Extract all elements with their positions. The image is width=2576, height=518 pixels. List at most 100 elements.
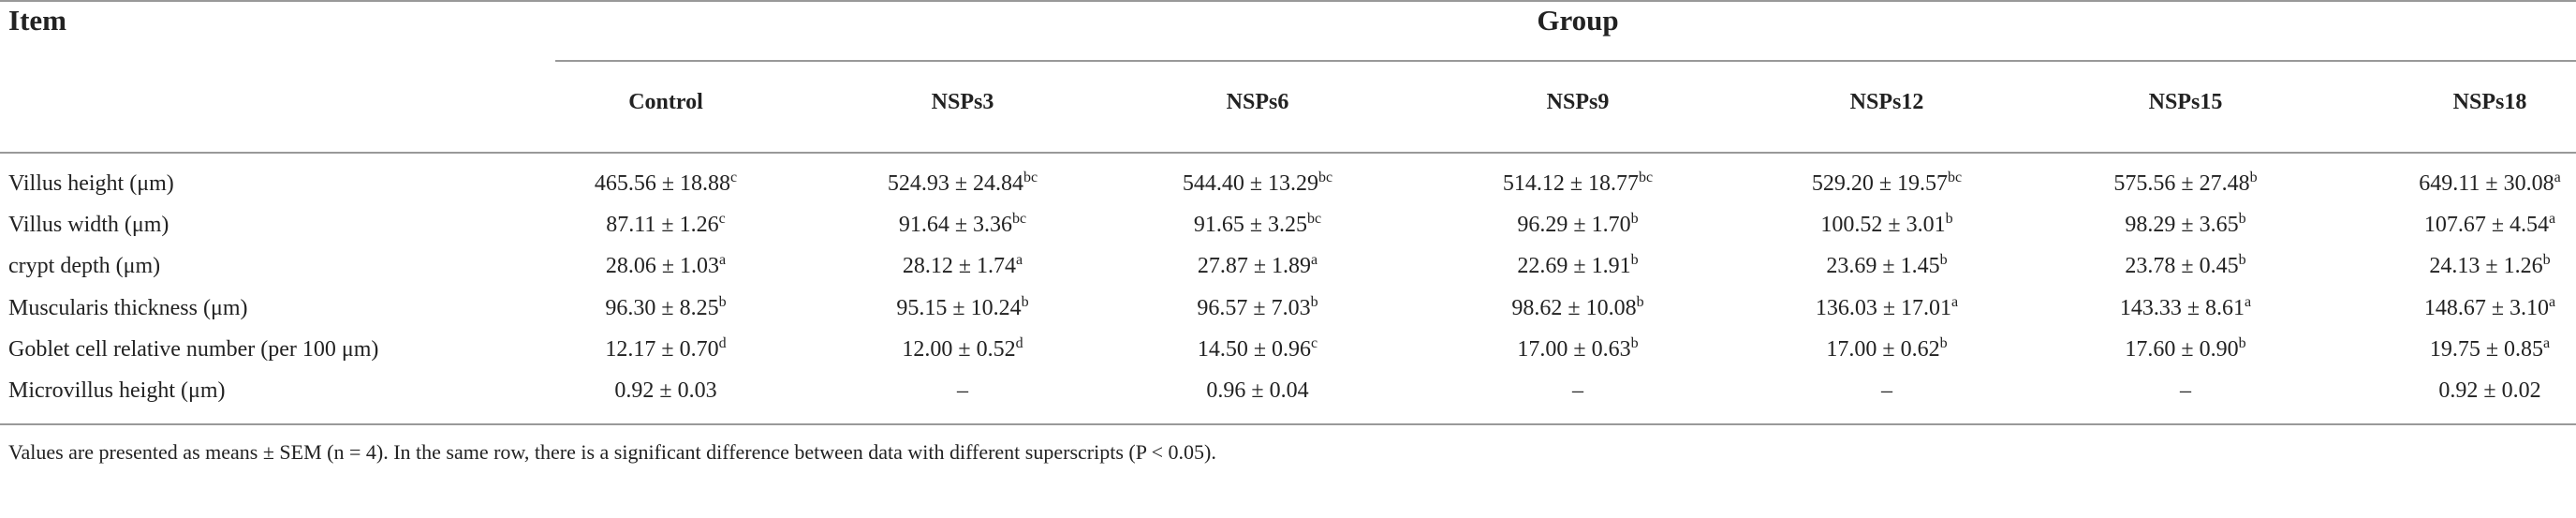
cell-superscript: b	[1939, 252, 1948, 268]
cell-superscript: a	[2549, 294, 2556, 310]
cell-superscript: d	[1015, 335, 1023, 351]
cell: 27.87 ± 1.89a	[1197, 252, 1318, 279]
cell-superscript: a	[1016, 252, 1023, 268]
cell-superscript: bc	[1012, 211, 1027, 227]
cell-value: –	[957, 378, 968, 403]
cell-value: 27.87 ± 1.89	[1197, 254, 1312, 278]
cell-superscript: b	[1630, 252, 1639, 268]
row-label: Goblet cell relative number (per 100 μm)	[8, 337, 379, 362]
cell-superscript: c	[1311, 335, 1318, 351]
cell-value: 100.52 ± 3.01	[1820, 213, 1946, 237]
cell-superscript: b	[1310, 294, 1318, 310]
cell-value: 91.64 ± 3.36	[898, 213, 1013, 237]
cell-value: 12.17 ± 0.70	[605, 337, 719, 362]
cell-value: 529.20 ± 19.57	[1811, 171, 1949, 196]
cell-value: 22.69 ± 1.91	[1517, 254, 1631, 278]
header-rule	[0, 152, 2576, 154]
cell-superscript: b	[1630, 335, 1639, 351]
cell-superscript: a	[1311, 252, 1318, 268]
cell: 22.69 ± 1.91b	[1517, 252, 1639, 279]
cell: 575.56 ± 27.48b	[2113, 170, 2258, 197]
cell-superscript: a	[719, 252, 727, 268]
cell-superscript: b	[718, 294, 727, 310]
cell-value: 23.69 ± 1.45	[1826, 254, 1940, 278]
cell: 96.29 ± 1.70b	[1517, 212, 1638, 238]
item-header: Item	[8, 4, 66, 37]
column-header: NSPs6	[1226, 90, 1289, 114]
cell-superscript: b	[2238, 211, 2246, 227]
cell: 465.56 ± 18.88c	[594, 170, 738, 197]
cell-superscript: bc	[1023, 170, 1038, 185]
cell-value: 87.11 ± 1.26	[606, 213, 719, 237]
cell-superscript: bc	[1948, 170, 1963, 185]
cell-value: 96.57 ± 7.03	[1197, 296, 1311, 320]
cell: 136.03 ± 17.01a	[1816, 294, 1959, 321]
row-label: Villus width (μm)	[8, 213, 169, 237]
cell: 17.00 ± 0.63b	[1517, 335, 1639, 363]
row-label: crypt depth (μm)	[8, 254, 161, 278]
cell-superscript: a	[2543, 335, 2551, 351]
cell: 24.13 ± 1.26b	[2429, 253, 2550, 279]
cell-value: 91.65 ± 3.25	[1193, 213, 1308, 237]
cell-superscript: b	[1939, 335, 1948, 351]
cell: 0.92 ± 0.02	[2438, 378, 2540, 404]
cell-value: –	[1572, 378, 1583, 403]
cell-superscript: b	[2238, 252, 2246, 268]
cell-value: –	[2180, 378, 2191, 403]
cell-value: 24.13 ± 1.26	[2429, 254, 2543, 278]
cell: –	[2180, 378, 2191, 404]
cell-value: 465.56 ± 18.88	[594, 171, 731, 196]
cell: 0.92 ± 0.03	[614, 378, 716, 404]
column-header: NSPs12	[1849, 90, 1924, 114]
cell: 143.33 ± 8.61a	[2120, 294, 2252, 321]
column-header: NSPs9	[1546, 90, 1610, 114]
cell-value: 28.12 ± 1.74	[902, 254, 1017, 278]
cell: 87.11 ± 1.26c	[606, 212, 725, 238]
cell: 23.69 ± 1.45b	[1826, 252, 1948, 279]
cell: 98.62 ± 10.08b	[1511, 295, 1643, 321]
cell-value: –	[1881, 378, 1892, 403]
cell-value: 575.56 ± 27.48	[2113, 171, 2250, 196]
footnote: Values are presented as means ± SEM (n =…	[8, 440, 1216, 464]
cell-superscript: b	[1021, 294, 1029, 310]
cell-value: 12.00 ± 0.52	[902, 337, 1016, 362]
cell: 100.52 ± 3.01b	[1820, 211, 1953, 238]
cell-superscript: b	[1945, 211, 1953, 227]
cell-superscript: a	[2245, 294, 2252, 310]
cell: 0.96 ± 0.04	[1206, 378, 1308, 404]
cell-superscript: a	[1951, 294, 1959, 310]
cell-value: 514.12 ± 18.77	[1502, 171, 1640, 196]
cell-value: 0.92 ± 0.02	[2438, 378, 2541, 403]
cell: 28.06 ± 1.03a	[605, 252, 727, 279]
cell-value: 0.96 ± 0.04	[1206, 378, 1309, 403]
cell-superscript: bc	[1639, 170, 1654, 185]
cell-value: 107.67 ± 4.54	[2423, 213, 2550, 237]
cell: 107.67 ± 4.54a	[2423, 212, 2555, 238]
group-header: Group	[1537, 4, 1619, 37]
cell-value: 17.60 ± 0.90	[2125, 337, 2239, 362]
cell: 96.30 ± 8.25b	[605, 294, 727, 321]
column-header: NSPs15	[2148, 90, 2223, 114]
cell: 649.11 ± 30.08a	[2419, 170, 2560, 197]
cell: 98.29 ± 3.65b	[2125, 211, 2246, 238]
cell: 12.00 ± 0.52d	[902, 335, 1023, 363]
cell-value: 544.40 ± 13.29	[1182, 171, 1319, 196]
cell-value: 14.50 ± 0.96	[1197, 337, 1312, 362]
column-header: NSPs18	[2452, 90, 2527, 114]
cell: 544.40 ± 13.29bc	[1182, 170, 1332, 197]
cell: 12.17 ± 0.70d	[605, 335, 727, 363]
cell-superscript: d	[718, 335, 727, 351]
cell: 14.50 ± 0.96c	[1197, 335, 1318, 363]
cell: 91.65 ± 3.25bc	[1193, 211, 1322, 238]
cell: 23.78 ± 0.45b	[2125, 252, 2246, 279]
cell: 514.12 ± 18.77bc	[1502, 170, 1654, 197]
cell-value: 28.06 ± 1.03	[605, 254, 720, 278]
group-rule	[555, 60, 2576, 62]
cell-superscript: b	[2249, 170, 2258, 185]
cell-value: 524.93 ± 24.84	[887, 171, 1024, 196]
column-header: NSPs3	[931, 90, 994, 114]
cell-superscript: bc	[1307, 211, 1322, 227]
cell-superscript: c	[730, 170, 738, 185]
cell: 28.12 ± 1.74a	[902, 252, 1023, 279]
